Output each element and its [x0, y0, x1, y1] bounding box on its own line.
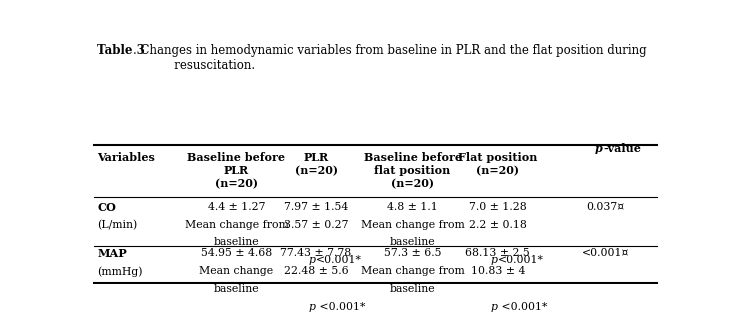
Text: (L/min): (L/min) [97, 219, 138, 230]
Text: p: p [491, 302, 498, 312]
Text: 2.2 ± 0.18: 2.2 ± 0.18 [469, 219, 527, 230]
Text: 22.48 ± 5.6: 22.48 ± 5.6 [284, 266, 348, 276]
Text: 77.43 ± 7.78: 77.43 ± 7.78 [281, 248, 352, 258]
Text: baseline: baseline [390, 284, 435, 294]
Text: PLR
(n=20): PLR (n=20) [295, 152, 337, 176]
Text: <0.001¤: <0.001¤ [582, 248, 630, 258]
Text: p: p [595, 143, 603, 154]
Text: Mean change: Mean change [199, 266, 273, 276]
Text: Mean change from: Mean change from [361, 219, 465, 230]
Text: 54.95 ± 4.68: 54.95 ± 4.68 [201, 248, 272, 258]
Text: CO: CO [97, 202, 117, 213]
Text: 4.8 ± 1.1: 4.8 ± 1.1 [387, 202, 438, 211]
Text: baseline: baseline [214, 284, 259, 294]
Text: -value: -value [603, 143, 641, 154]
Text: <0.001*: <0.001* [498, 256, 544, 265]
Text: . Changes in hemodynamic variables from baseline in PLR and the flat position du: . Changes in hemodynamic variables from … [133, 44, 647, 72]
Text: 3.57 ± 0.27: 3.57 ± 0.27 [284, 219, 348, 230]
Text: (mmHg): (mmHg) [97, 266, 143, 277]
Text: 57.3 ± 6.5: 57.3 ± 6.5 [384, 248, 441, 258]
Text: 7.97 ± 1.54: 7.97 ± 1.54 [284, 202, 348, 211]
Text: Mean change from: Mean change from [361, 266, 465, 276]
Text: Baseline before
PLR
(n=20): Baseline before PLR (n=20) [188, 152, 285, 189]
Text: p: p [309, 256, 316, 265]
Text: 0.037¤: 0.037¤ [586, 202, 625, 211]
Text: Variables: Variables [97, 152, 155, 164]
Text: 68.13 ± 2.5: 68.13 ± 2.5 [465, 248, 530, 258]
Text: baseline: baseline [214, 237, 259, 248]
Text: MAP: MAP [97, 248, 127, 259]
Text: Baseline before
flat position
(n=20): Baseline before flat position (n=20) [364, 152, 462, 189]
Text: Flat position
(n=20): Flat position (n=20) [458, 152, 537, 176]
Text: p: p [491, 256, 498, 265]
Text: p: p [309, 302, 316, 312]
Text: 10.83 ± 4: 10.83 ± 4 [471, 266, 525, 276]
Text: <0.001*: <0.001* [316, 302, 365, 312]
Text: Table 3: Table 3 [97, 44, 145, 57]
Text: 7.0 ± 1.28: 7.0 ± 1.28 [469, 202, 527, 211]
Text: baseline: baseline [390, 237, 435, 248]
Text: Mean change from: Mean change from [185, 219, 288, 230]
Text: 4.4 ± 1.27: 4.4 ± 1.27 [207, 202, 265, 211]
Text: <0.001*: <0.001* [498, 302, 547, 312]
Text: <0.001*: <0.001* [316, 256, 362, 265]
